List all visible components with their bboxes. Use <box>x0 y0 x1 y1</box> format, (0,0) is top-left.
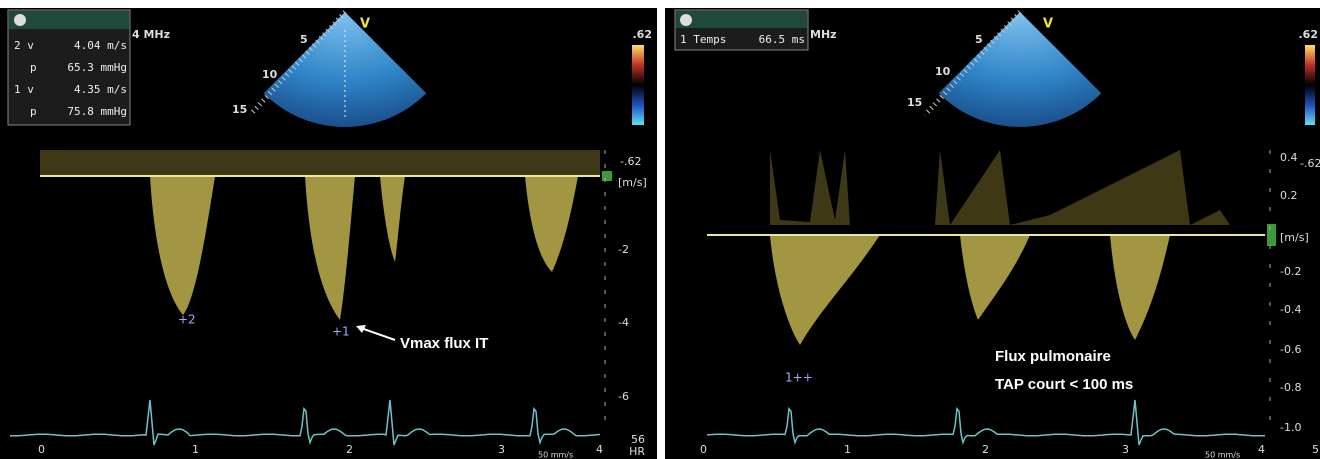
sweep-speed: 50 mm/s <box>1205 451 1240 459</box>
measure-label: 1 Temps <box>680 33 726 46</box>
time-label: 2 <box>346 443 353 456</box>
time-label: 1 <box>192 443 199 456</box>
color-bar <box>1305 45 1315 125</box>
measure-label: 2 v <box>14 39 34 52</box>
velocity-label: -2 <box>618 243 629 256</box>
depth-label: 15 <box>907 96 922 109</box>
measure-value: 75.8 mmHg <box>67 105 127 118</box>
measure-value: 4.35 m/s <box>74 83 127 96</box>
time-label: 1 <box>844 443 851 456</box>
scale-top: .62 <box>633 28 653 41</box>
measure-header <box>676 11 807 28</box>
annotation: Flux pulmonaire <box>995 348 1111 365</box>
baseline-marker <box>1267 224 1276 246</box>
velocity-label: -0.8 <box>1280 381 1301 394</box>
measure-value: 4.04 m/s <box>74 39 127 52</box>
velocity-label: -1.0 <box>1280 421 1301 434</box>
time-label: 3 <box>1122 443 1129 456</box>
time-label: 0 <box>700 443 707 456</box>
velocity-label: -0.4 <box>1280 303 1301 316</box>
annotation: Vmax flux IT <box>400 335 488 352</box>
measure-label: p <box>30 61 37 74</box>
time-label: 0 <box>38 443 45 456</box>
scale-top: .62 <box>1299 28 1319 41</box>
depth-label: 15 <box>232 103 247 116</box>
echo-screenshot: 2 v 4.04 m/s p 65.3 mmHg 1 v 4.35 m/s p … <box>0 0 1320 459</box>
time-label: 3 <box>498 443 505 456</box>
depth-label: 10 <box>935 65 951 78</box>
divider <box>657 8 665 459</box>
velocity-label: 0.4 <box>1280 151 1298 164</box>
caliper-marker: 1++ <box>785 371 813 385</box>
annotation: TAP court < 100 ms <box>995 376 1133 393</box>
unit: [m/s] <box>618 176 647 189</box>
color-bar <box>632 45 644 125</box>
time-label: 5 <box>1312 443 1319 456</box>
velocity-label: -0.6 <box>1280 343 1301 356</box>
measure-label: 1 v <box>14 83 34 96</box>
icon <box>680 14 692 26</box>
caliper-marker: +1 <box>332 325 350 339</box>
hr-label: HR <box>629 445 645 458</box>
baseline-marker <box>602 171 612 181</box>
velocity-label: 0.2 <box>1280 189 1298 202</box>
measure-label: p <box>30 105 37 118</box>
spectrum-haze <box>40 150 600 176</box>
icon <box>14 14 26 26</box>
depth-label: 5 <box>975 33 983 46</box>
scale-bottom: -.62 <box>620 155 641 168</box>
velocity-label: -0.2 <box>1280 265 1301 278</box>
velocity-label: -6 <box>618 390 629 403</box>
velocity-label: -4 <box>618 316 629 329</box>
measure-header <box>9 11 129 29</box>
time-label: 4 <box>1258 443 1265 456</box>
measure-value: 65.3 mmHg <box>67 61 127 74</box>
depth-label: 5 <box>300 33 308 46</box>
depth-label: 10 <box>262 68 278 81</box>
mode-label: V <box>1043 17 1053 32</box>
frequency: MHz <box>810 28 837 41</box>
mode-label: V <box>360 17 370 32</box>
time-label: 2 <box>982 443 989 456</box>
caliper-marker: +2 <box>178 313 196 327</box>
time-label: 4 <box>596 443 603 456</box>
sweep-speed: 50 mm/s <box>538 451 573 459</box>
frequency: 4 MHz <box>132 28 170 41</box>
scale-bottom: -.62 <box>1300 157 1320 170</box>
unit: [m/s] <box>1280 231 1309 244</box>
measure-value: 66.5 ms <box>759 33 805 46</box>
